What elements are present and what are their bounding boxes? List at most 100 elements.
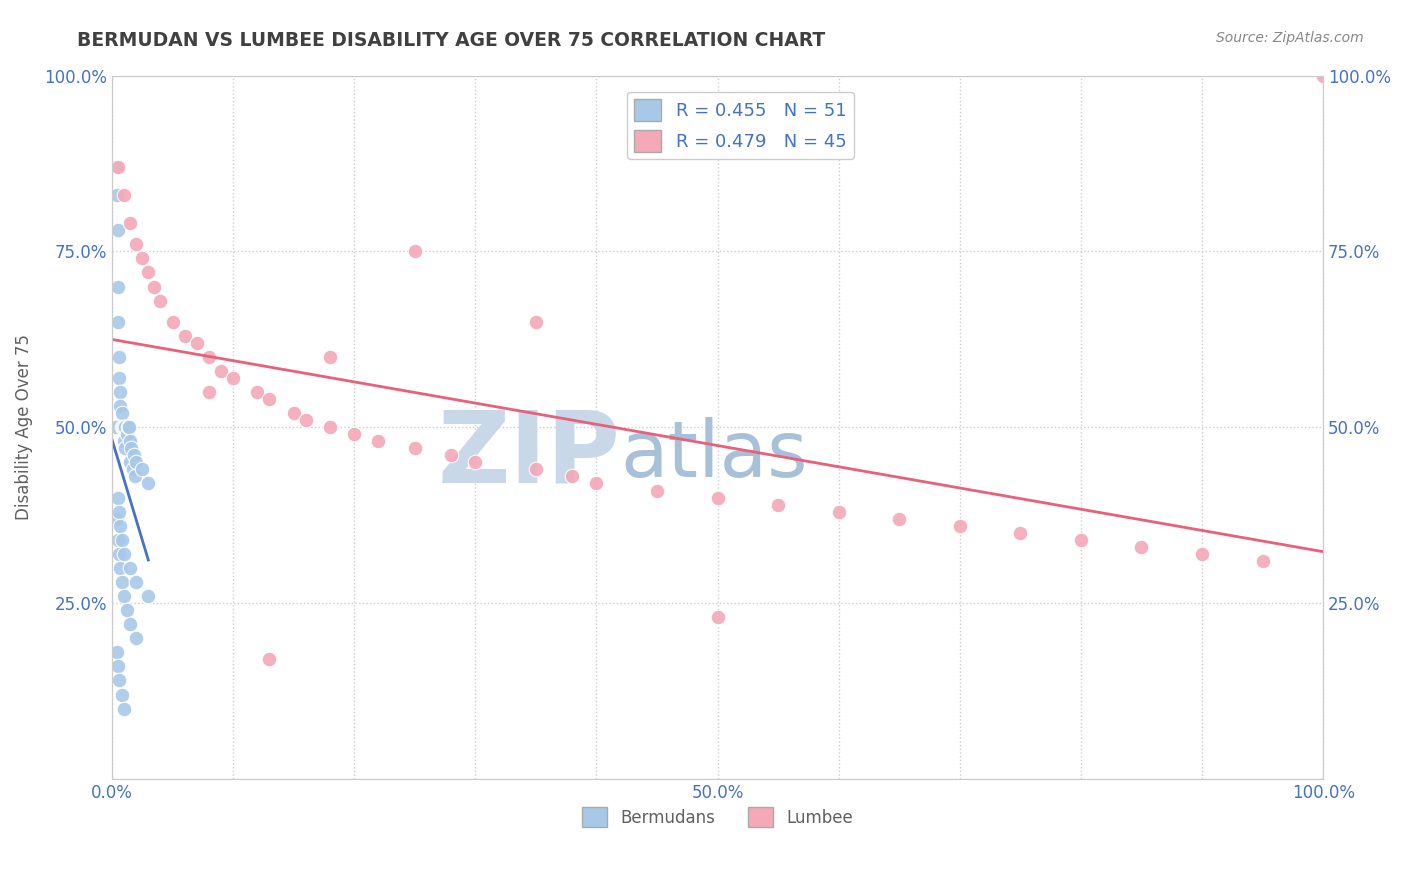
Point [107,160,129,174]
Point [110,561,132,575]
Point [107,315,129,329]
Text: atlas: atlas [620,417,808,493]
Point [112,420,135,434]
Point [259,652,281,666]
Point [120,617,142,632]
Point [111,688,134,702]
Point [222,371,245,385]
Point [107,659,129,673]
Point [114,420,136,434]
Point [111,420,134,434]
Point [111,420,134,434]
Point [117,420,139,434]
Point [209,364,232,378]
Point [108,547,131,561]
Point [112,188,135,202]
Point [108,350,131,364]
Point [120,216,142,230]
Point [524,315,547,329]
Text: ZIP: ZIP [437,407,620,504]
Point [125,455,148,469]
Point [107,279,129,293]
Point [111,574,134,589]
Point [115,603,138,617]
Point [319,350,342,364]
Point [111,406,134,420]
Point [104,420,127,434]
Point [1130,540,1153,554]
Point [1251,554,1274,568]
Point [110,399,132,413]
Point [246,385,269,400]
Point [112,434,135,449]
Point [283,406,305,420]
Point [464,455,486,469]
Point [949,518,972,533]
Point [107,491,129,505]
Point [706,610,728,624]
Point [122,448,145,462]
Point [124,469,146,483]
Legend: Bermudans, Lumbee: Bermudans, Lumbee [575,800,860,834]
Point [120,442,142,456]
Point [125,574,148,589]
Point [1191,547,1213,561]
Text: BERMUDAN VS LUMBEE DISABILITY AGE OVER 75 CORRELATION CHART: BERMUDAN VS LUMBEE DISABILITY AGE OVER 7… [77,31,825,50]
Point [585,476,607,491]
Point [1312,69,1334,83]
Point [1010,525,1032,540]
Point [143,279,166,293]
Point [136,265,159,279]
Point [105,511,128,525]
Point [404,244,426,259]
Point [125,632,148,646]
Point [110,385,132,400]
Point [404,442,426,456]
Point [121,462,143,476]
Point [125,237,148,252]
Point [561,469,583,483]
Point [114,442,136,456]
Point [1070,533,1092,547]
Point [136,476,159,491]
Point [198,385,221,400]
Point [827,505,849,519]
Point [367,434,389,449]
Point [162,315,184,329]
Point [105,645,128,659]
Point [889,511,911,525]
Point [131,252,153,266]
Point [107,533,129,547]
Point [198,350,221,364]
Point [706,491,728,505]
Point [136,589,159,603]
Point [294,413,316,427]
Point [108,371,131,385]
Point [440,448,463,462]
Point [149,293,172,308]
Point [110,518,132,533]
Point [766,498,789,512]
Point [112,547,135,561]
Point [118,420,141,434]
Point [112,701,135,715]
Point [108,673,131,688]
Point [105,188,128,202]
Point [131,462,153,476]
Point [107,223,129,237]
Point [173,328,195,343]
Text: Source: ZipAtlas.com: Source: ZipAtlas.com [1216,31,1364,45]
Point [343,427,366,442]
Point [259,392,281,406]
Point [112,589,135,603]
Point [524,462,547,476]
Point [115,427,138,442]
Point [319,420,342,434]
Y-axis label: Disability Age Over 75: Disability Age Over 75 [15,334,32,520]
Point [104,160,127,174]
Point [108,505,131,519]
Point [186,335,208,350]
Point [120,434,142,449]
Point [645,483,668,498]
Point [120,455,142,469]
